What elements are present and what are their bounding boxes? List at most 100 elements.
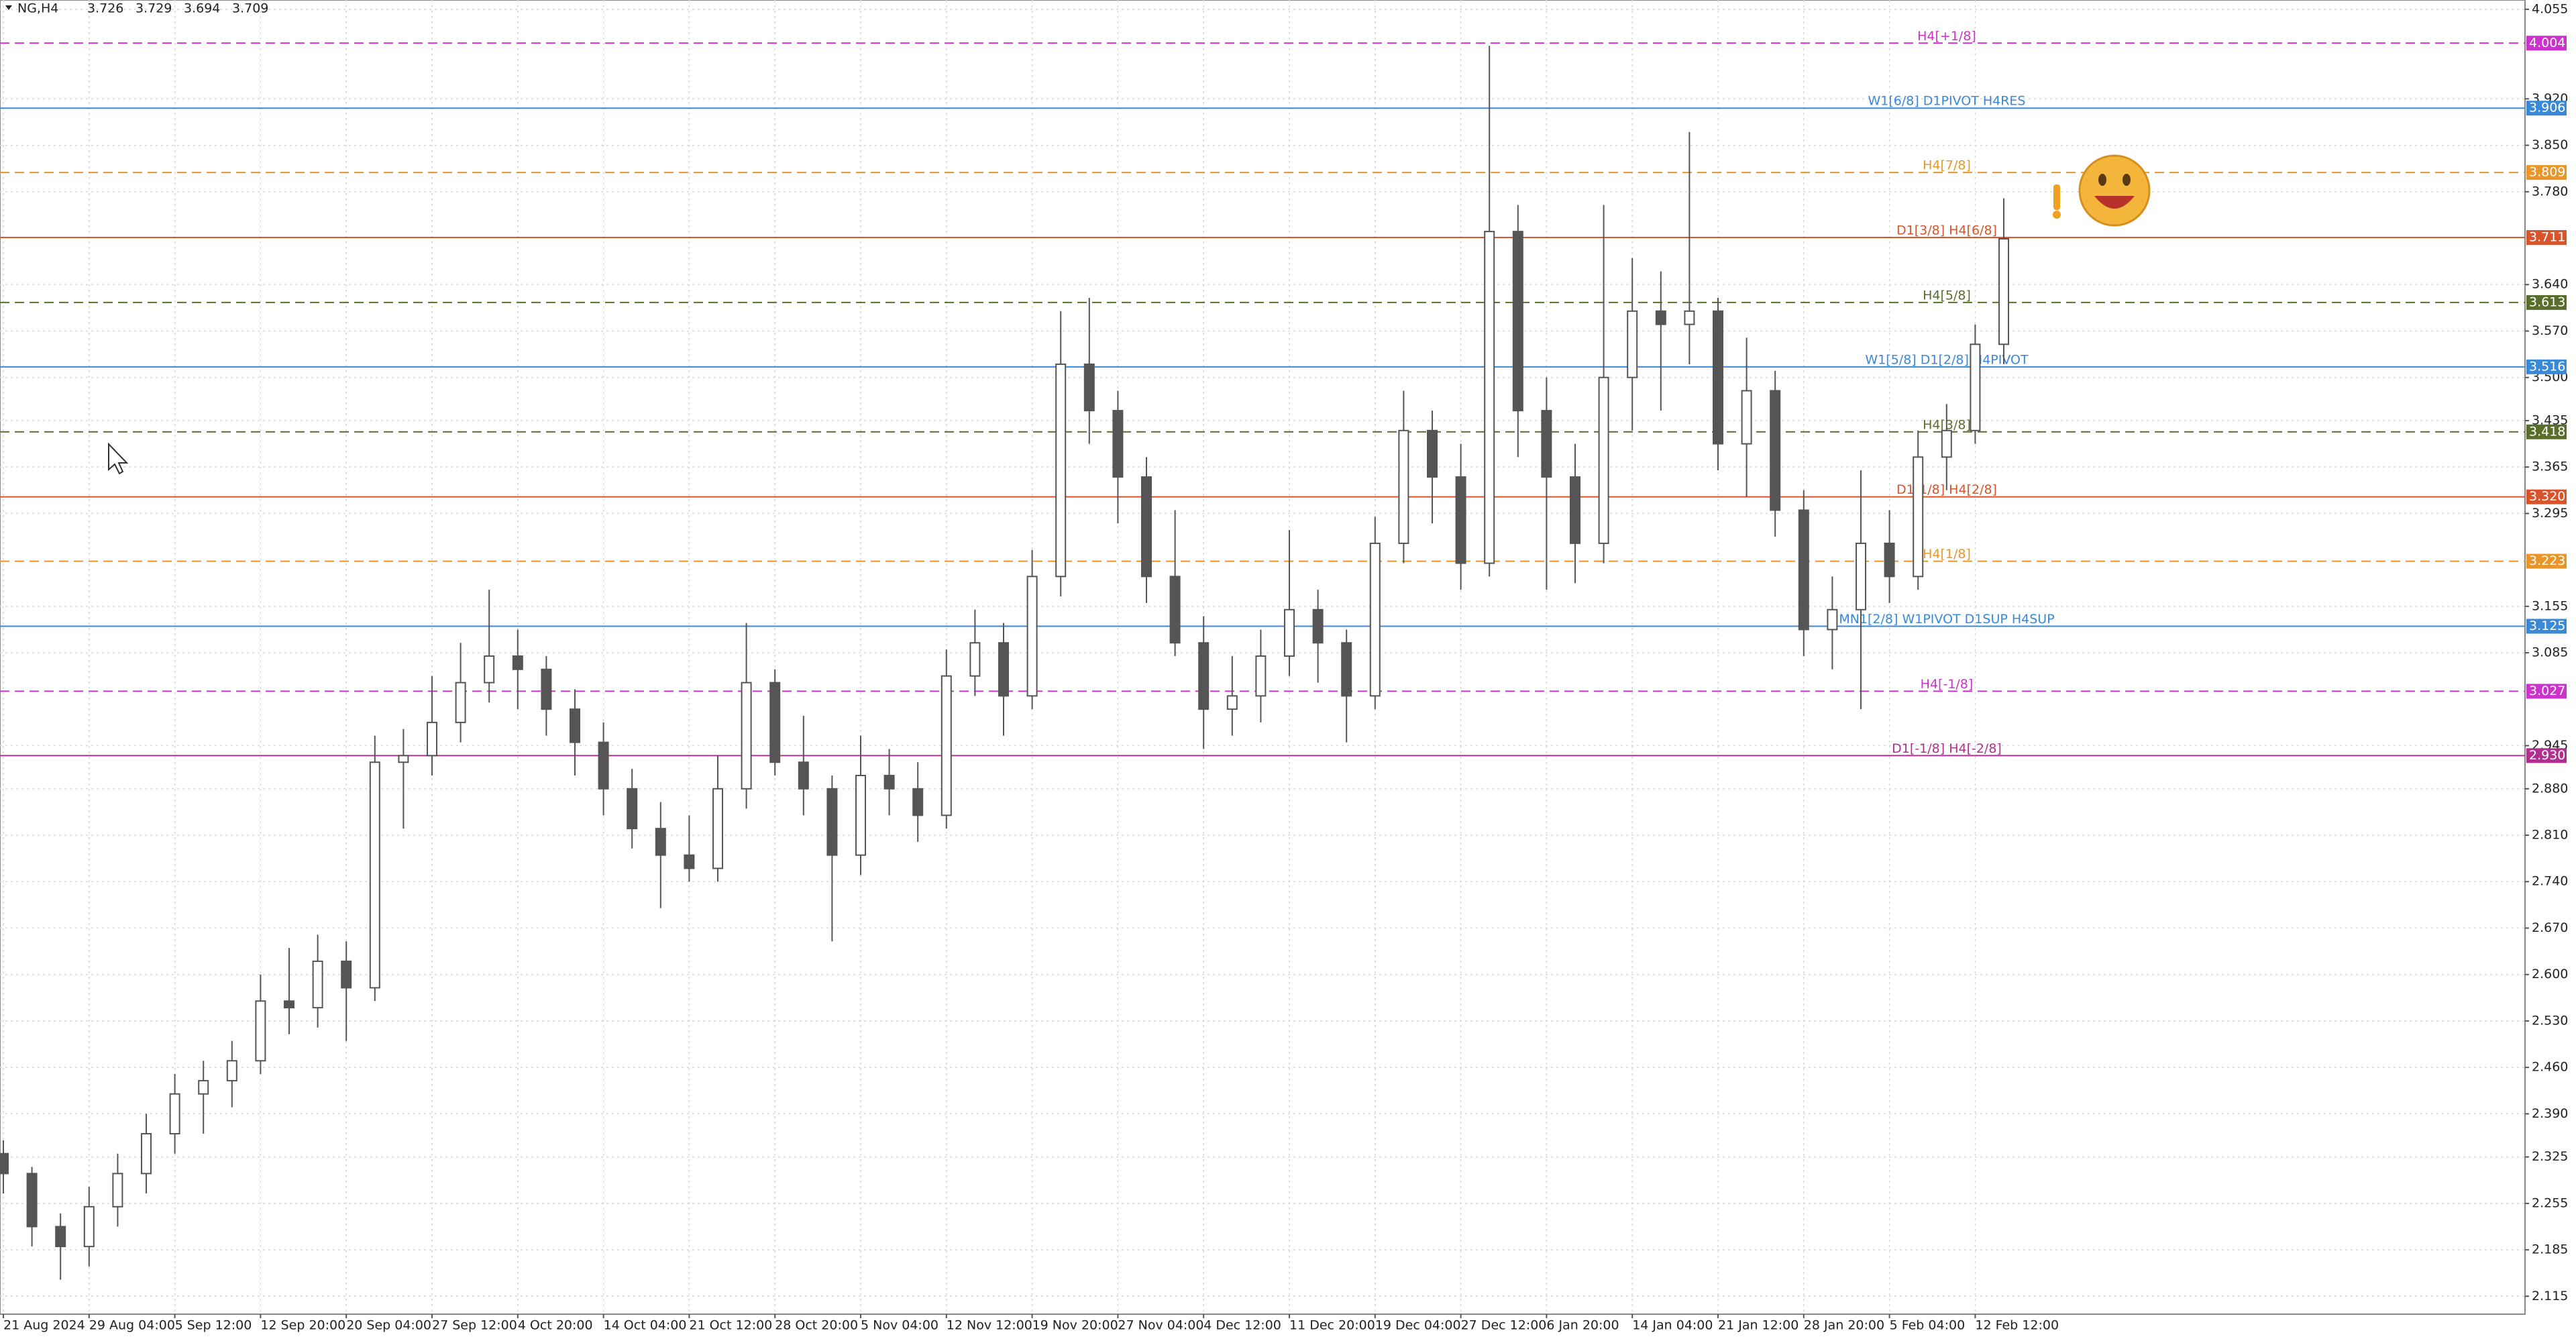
level-tag: [2526, 230, 2567, 246]
candle-body: [598, 741, 609, 790]
x-tick-label: 28 Oct 20:00: [775, 1318, 858, 1333]
candle-body: [1055, 363, 1067, 578]
x-tick-label: 20 Sep 04:00: [346, 1318, 431, 1333]
y-tick-label: 2.600: [2532, 967, 2568, 981]
level-tag: [2526, 101, 2567, 116]
quote-value: 3.709: [232, 1, 268, 16]
level-tag: [2526, 489, 2567, 504]
symbol-arrow: [5, 5, 12, 10]
x-tick-label: 27 Nov 04:00: [1118, 1318, 1203, 1333]
candle-body: [1198, 642, 1210, 710]
candle-body: [512, 655, 523, 670]
y-tick-label: 3.780: [2532, 184, 2568, 199]
x-tick-label: 28 Jan 20:00: [1804, 1318, 1884, 1333]
level-tag: [2526, 165, 2567, 180]
candle-body: [55, 1226, 66, 1248]
smiley-eye: [2123, 174, 2131, 186]
candle-body: [112, 1173, 123, 1208]
level-label: H4[5/8]: [1923, 288, 1971, 303]
level-tag-label: 3.613: [2529, 294, 2565, 309]
x-tick-label: 12 Feb 12:00: [1975, 1318, 2059, 1333]
candle-body: [26, 1173, 38, 1228]
candle-body: [1169, 576, 1181, 644]
level-tag-label: 3.516: [2529, 359, 2565, 374]
grid-layer: [0, 0, 2525, 1314]
candle-body: [1226, 695, 1238, 710]
x-tick-label: 12 Nov 12:00: [947, 1318, 1032, 1333]
candle-body: [1970, 343, 1981, 431]
candle-body: [1427, 429, 1438, 478]
candle-body: [198, 1079, 209, 1095]
candle-body: [1998, 238, 2009, 345]
level-tag-label: 3.027: [2529, 684, 2565, 698]
level-tag-label: 3.125: [2529, 619, 2565, 633]
candle-body: [1255, 655, 1267, 697]
candle-body: [1141, 476, 1152, 578]
y-tick-label: 2.880: [2532, 781, 2568, 796]
smiley-face: [2078, 154, 2151, 227]
candle-body: [1884, 542, 1895, 578]
x-tick-label: 5 Feb 04:00: [1890, 1318, 1966, 1333]
level-label: D1[-1/8] H4[-2/8]: [1892, 741, 2002, 756]
y-tick-label: 4.055: [2532, 1, 2568, 16]
x-tick-label: 14 Oct 04:00: [604, 1318, 687, 1333]
x-tick-label: 4 Dec 12:00: [1203, 1318, 1281, 1333]
candle-body: [1341, 642, 1352, 697]
y-tick-label: 2.255: [2532, 1195, 2568, 1210]
candle-body: [1369, 542, 1381, 697]
candle-body: [1598, 376, 1609, 544]
chart-title: NG,H4: [17, 1, 58, 16]
y-tick-label: 3.085: [2532, 645, 2568, 660]
candle-body: [341, 960, 352, 989]
candle-body: [998, 642, 1009, 697]
candle-body: [455, 682, 466, 723]
alert-dot: [2053, 211, 2061, 219]
level-tag: [2526, 619, 2567, 634]
level-tag-label: 2.930: [2529, 748, 2565, 763]
x-tick-label: 19 Dec 04:00: [1375, 1318, 1461, 1333]
level-tag-label: 3.906: [2529, 101, 2565, 115]
candle-body: [798, 761, 809, 790]
candle-body: [655, 828, 666, 856]
level-label: D1[3/8] H4[6/8]: [1896, 223, 1997, 238]
level-tag: [2526, 684, 2567, 699]
y-tick-label: 3.570: [2532, 323, 2568, 338]
smiley-mouth: [2094, 196, 2135, 209]
x-tick-label: 11 Dec 20:00: [1289, 1318, 1375, 1333]
candle-body: [1398, 429, 1409, 544]
candle-body: [1913, 456, 1924, 578]
x-tick-label: 14 Jan 04:00: [1632, 1318, 1713, 1333]
x-tick-label: 27 Sep 12:00: [432, 1318, 517, 1333]
alert-mark: [2053, 184, 2060, 210]
candle-body: [541, 668, 552, 710]
x-tick-label: 21 Aug 2024: [3, 1318, 85, 1333]
candle-body: [969, 642, 981, 677]
level-tag-label: 3.418: [2529, 424, 2565, 439]
candle-body: [398, 755, 409, 763]
level-tag: [2526, 359, 2567, 374]
y-tick-label: 2.810: [2532, 828, 2568, 843]
x-tick-label: 5 Nov 04:00: [861, 1318, 938, 1333]
level-label: MN1[2/8] W1PIVOT D1SUP H4SUP: [1839, 612, 2054, 627]
level-tag: [2526, 748, 2567, 763]
candle-body: [312, 960, 323, 1009]
level-tag: [2526, 294, 2567, 310]
y-tick-label: 2.530: [2532, 1013, 2568, 1028]
y-tick-label: 2.390: [2532, 1106, 2568, 1121]
level-label: H4[7/8]: [1923, 158, 1971, 173]
candle-body: [1455, 476, 1466, 564]
candle-body: [1627, 310, 1638, 378]
candle-body: [855, 775, 866, 856]
candle-body: [712, 788, 723, 869]
candle-body: [1798, 509, 1809, 631]
y-tick-label: 2.460: [2532, 1060, 2568, 1075]
y-tick-label: 3.295: [2532, 506, 2568, 521]
y-tick-label: 2.325: [2532, 1149, 2568, 1164]
candle-body: [769, 682, 781, 763]
candle-body: [1083, 363, 1095, 412]
x-tick-label: 27 Dec 12:00: [1461, 1318, 1547, 1333]
candle-body: [83, 1206, 95, 1248]
x-tick-label: 29 Aug 04:00: [89, 1318, 175, 1333]
candle-body: [484, 655, 495, 684]
